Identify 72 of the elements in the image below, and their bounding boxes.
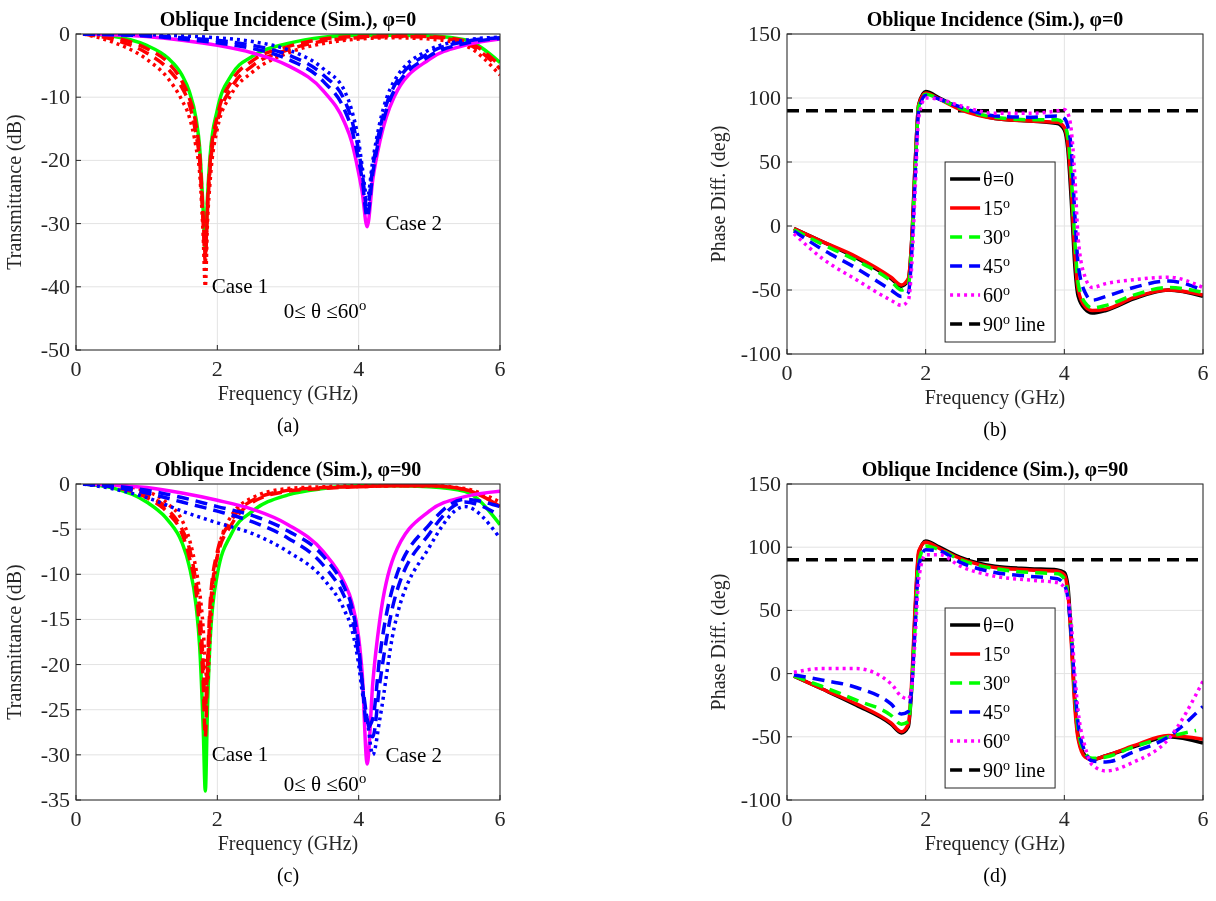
annotation: Case 2 xyxy=(385,210,443,235)
legend-label: 90$^{o}$ line xyxy=(983,757,1046,781)
x-tick-label: 2 xyxy=(920,806,932,831)
legend-label: 90$^{o}$ line xyxy=(983,311,1046,335)
chart-title: Oblique Incidence (Sim.), φ=0 xyxy=(159,8,417,31)
y-tick-label: 100 xyxy=(748,534,781,560)
chart-title: Oblique Incidence (Sim.), φ=0 xyxy=(866,8,1124,31)
y-tick-label: -40 xyxy=(40,273,70,299)
y-tick-label: -100 xyxy=(740,341,781,366)
y-tick-label: -5 xyxy=(51,516,70,542)
y-tick-label: 150 xyxy=(748,471,781,496)
x-tick-label: 4 xyxy=(1058,806,1070,831)
y-tick-label: 100 xyxy=(748,85,781,110)
legend-label: 30$^{o}$ xyxy=(983,224,1011,248)
text: (a) xyxy=(276,414,300,437)
x-tick-label: 6 xyxy=(1197,806,1209,831)
y-tick-label: 50 xyxy=(759,149,781,174)
y-tick-label: -10 xyxy=(40,84,70,110)
y-tick-label: 50 xyxy=(759,597,781,623)
text: (d) xyxy=(983,864,1007,887)
annotation: Case 2 xyxy=(385,743,443,768)
y-tick-label: -20 xyxy=(40,651,70,677)
y-tick-label: -35 xyxy=(40,787,70,812)
y-tick-label: 0 xyxy=(59,21,70,46)
annotation: 0≤ θ ≤60$^{o}$ xyxy=(283,297,367,324)
legend-label: 15$^{o}$ xyxy=(983,641,1011,665)
y-tick-label: -10 xyxy=(40,561,70,587)
legend-label: 60$^{o}$ xyxy=(983,728,1011,752)
chart-title: Oblique Incidence (Sim.), φ=90 xyxy=(861,458,1129,481)
x-tick-label: 2 xyxy=(211,356,223,381)
x-tick-label: 4 xyxy=(353,356,365,381)
x-tick-label: 2 xyxy=(211,806,223,831)
legend-label: θ=0 xyxy=(983,168,1014,190)
y-tick-label: -15 xyxy=(40,606,70,632)
y-axis-title: Transmittance (dB) xyxy=(3,564,26,720)
x-axis-title: Frequency (GHz) xyxy=(924,832,1066,855)
y-tick-label: -100 xyxy=(740,787,781,812)
x-axis-title: Frequency (GHz) xyxy=(217,832,359,855)
y-tick-label: 0 xyxy=(770,660,781,686)
legend-label: 60$^{o}$ xyxy=(983,282,1011,306)
y-tick-label: -30 xyxy=(40,741,70,767)
y-axis-title: Transmittance (dB) xyxy=(3,114,26,270)
y-tick-label: -50 xyxy=(751,277,781,302)
annotation: Case 1 xyxy=(211,741,269,766)
text: (b) xyxy=(983,418,1007,441)
annotation: Case 1 xyxy=(211,273,269,298)
y-tick-label: -50 xyxy=(40,337,70,362)
text: (c) xyxy=(276,864,300,887)
x-axis-title: Frequency (GHz) xyxy=(217,382,359,405)
y-tick-label: -50 xyxy=(751,723,781,749)
x-tick-label: 6 xyxy=(494,806,506,831)
legend-label: 30$^{o}$ xyxy=(983,670,1011,694)
y-tick-label: -25 xyxy=(40,696,70,722)
legend-label: 45$^{o}$ xyxy=(983,253,1011,277)
y-tick-label: 0 xyxy=(770,213,781,238)
y-axis-title: Phase Diff. (deg) xyxy=(707,125,730,263)
y-tick-label: 150 xyxy=(748,21,781,46)
x-tick-label: 6 xyxy=(1197,360,1209,385)
legend-label: 45$^{o}$ xyxy=(983,699,1011,723)
x-axis-title: Frequency (GHz) xyxy=(924,386,1066,409)
chart-title: Oblique Incidence (Sim.), φ=90 xyxy=(154,458,422,481)
y-tick-label: -30 xyxy=(40,210,70,236)
x-tick-label: 4 xyxy=(1058,360,1070,385)
y-tick-label: 0 xyxy=(59,471,70,496)
y-axis-title: Phase Diff. (deg) xyxy=(707,573,730,711)
x-tick-label: 2 xyxy=(920,360,932,385)
annotation: 0≤ θ ≤60$^{o}$ xyxy=(283,769,367,796)
legend-label: θ=0 xyxy=(983,614,1014,636)
legend-label: 15$^{o}$ xyxy=(983,195,1011,219)
x-tick-label: 4 xyxy=(353,806,365,831)
x-tick-label: 6 xyxy=(494,356,506,381)
y-tick-label: -20 xyxy=(40,147,70,173)
